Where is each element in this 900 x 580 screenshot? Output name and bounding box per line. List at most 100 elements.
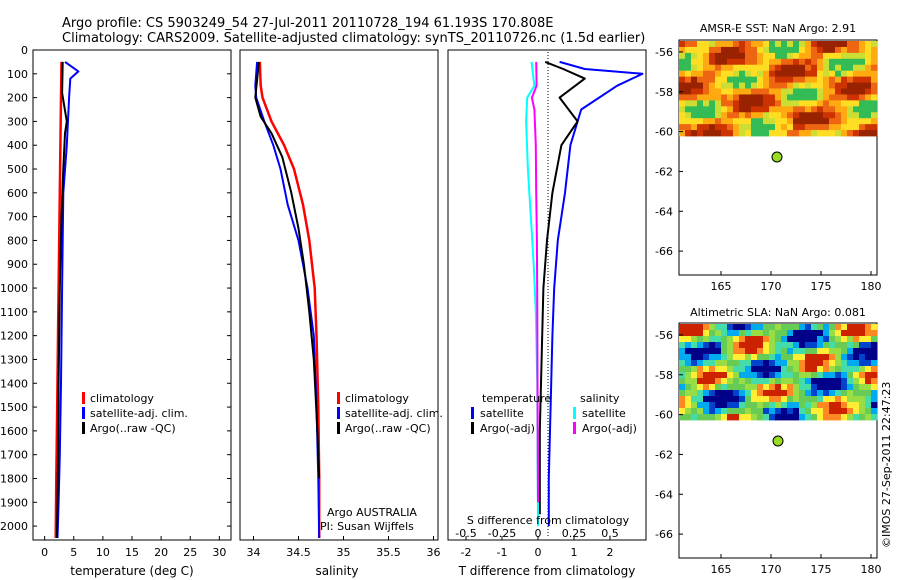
field-cell (715, 52, 722, 60)
field-cell (697, 118, 704, 125)
legend-swatch-argo (82, 422, 85, 434)
field-cell (853, 124, 860, 131)
field-cell (679, 330, 686, 337)
field-cell (829, 64, 836, 72)
field-cell (733, 348, 740, 355)
field-cell (751, 414, 758, 421)
legend-label-satellite: satellite-adj. clim. (90, 407, 188, 420)
field-cell (865, 82, 872, 89)
field-cell (871, 324, 878, 331)
field-cell (787, 46, 794, 54)
field-cell (757, 112, 764, 119)
lon-tick-label: 170 (761, 563, 782, 576)
header-line-1: Argo profile: CS 5903249_54 27-Jul-2011 … (62, 16, 553, 31)
field-cell (829, 88, 836, 95)
field-cell (823, 396, 830, 403)
field-cell (811, 390, 818, 397)
field-cell (853, 336, 860, 343)
field-cell (853, 88, 860, 95)
field-cell (691, 112, 698, 119)
field-cell (811, 124, 818, 131)
field-cell (685, 336, 692, 343)
lat-tick-label: -60 (655, 126, 673, 139)
field-cell (793, 330, 800, 337)
field-cell (847, 336, 854, 343)
field-cell (781, 130, 788, 137)
field-cell (757, 390, 764, 397)
field-cell (679, 112, 686, 119)
field-cell (703, 82, 710, 89)
field-cell (763, 414, 770, 421)
field-cell (751, 41, 758, 48)
field-cell (751, 360, 758, 367)
depth-tick-label: 1600 (0, 425, 28, 438)
field-cell (781, 64, 788, 72)
field-cell (703, 360, 710, 367)
x-tick-label: 30 (212, 546, 226, 559)
lon-tick-label: 170 (761, 280, 782, 293)
field-cell (787, 130, 794, 137)
field-cell (865, 342, 872, 349)
field-cell (841, 112, 848, 119)
field-cell (679, 52, 686, 60)
field-cell (799, 124, 806, 131)
field-cell (829, 366, 836, 373)
field-cell (685, 348, 692, 355)
field-cell (757, 100, 764, 107)
lon-tick-label: 180 (861, 563, 882, 576)
field-cell (859, 112, 866, 119)
field-cell (745, 106, 752, 113)
field-cell (823, 324, 830, 331)
field-cell (829, 324, 836, 331)
field-cell (853, 41, 860, 48)
x-tick-label: 5 (70, 546, 77, 559)
field-cell (697, 378, 704, 385)
field-cell (697, 64, 704, 72)
field-cell (739, 76, 746, 83)
field-cell (823, 348, 830, 355)
field-cell (775, 64, 782, 72)
field-cell (685, 360, 692, 367)
field-cell (829, 46, 836, 54)
field-cell (757, 414, 764, 421)
field-cell (841, 378, 848, 385)
field-cell (823, 330, 830, 337)
field-cell (847, 94, 854, 101)
field-cell (811, 46, 818, 54)
field-cell (859, 342, 866, 349)
field-cell (709, 82, 716, 89)
field-cell (775, 348, 782, 355)
field-cell (775, 88, 782, 95)
field-cell (679, 41, 686, 48)
field-cell (757, 52, 764, 60)
legend-label-temp-satellite: satellite (480, 407, 524, 420)
field-cell (871, 130, 878, 137)
field-cell (703, 408, 710, 415)
field-cell (781, 342, 788, 349)
field-cell (853, 112, 860, 119)
field-cell (745, 396, 752, 403)
field-cell (763, 82, 770, 89)
field-cell (859, 330, 866, 337)
field-cell (691, 124, 698, 131)
field-cell (817, 372, 824, 379)
field-cell (697, 94, 704, 101)
field-cell (805, 82, 812, 89)
field-cell (763, 378, 770, 385)
field-cell (871, 330, 878, 337)
field-cell (715, 366, 722, 373)
field-cell (847, 348, 854, 355)
field-cell (703, 414, 710, 421)
imos-timestamp: ©IMOS 27-Sep-2011 22:47:23 (880, 382, 893, 548)
field-cell (715, 70, 722, 78)
field-cell (799, 378, 806, 385)
field-cell (787, 336, 794, 343)
legend-swatch-sal-satellite (573, 407, 576, 419)
legend-swatch-temp-argo (471, 422, 474, 434)
field-cell (691, 396, 698, 403)
field-cell (793, 106, 800, 113)
field-cell (745, 408, 752, 415)
field-cell (733, 52, 740, 60)
field-cell (745, 118, 752, 125)
sla-map-axes: -56 -58 -60 -62 -64 -66 165 170 175 180 (655, 329, 881, 576)
